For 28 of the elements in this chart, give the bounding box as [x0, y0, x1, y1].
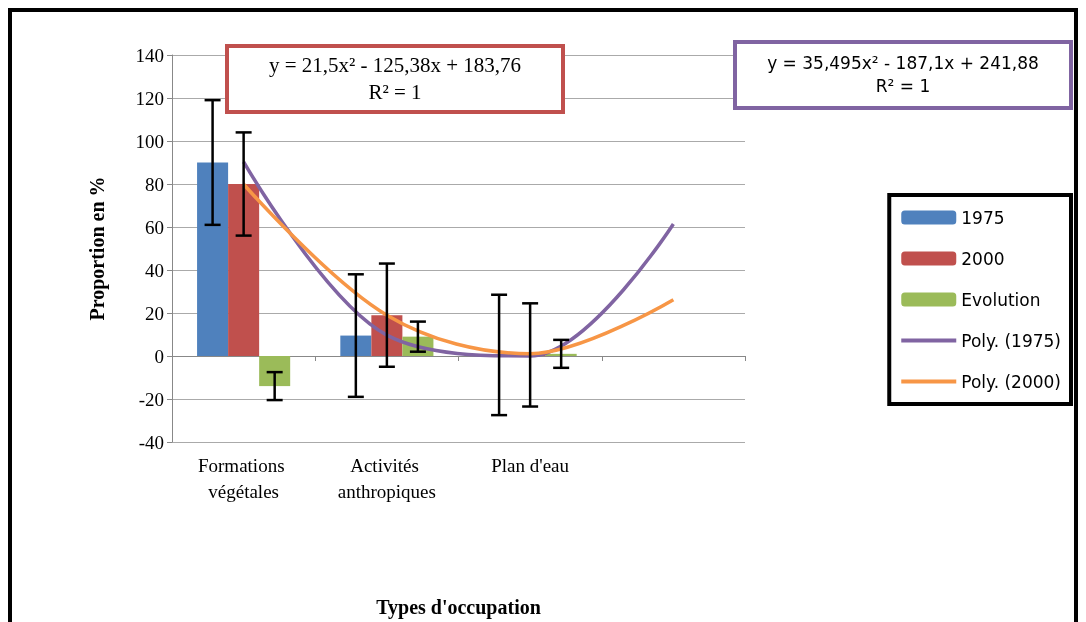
annotation: y = 21,5x² - 125,38x + 183,76 [267, 52, 523, 79]
bar [340, 335, 372, 356]
annotation: R² = 1 [367, 79, 423, 106]
legend-label: 1975 [961, 207, 1005, 228]
legend-label: Poly. (1975) [961, 330, 1062, 351]
bar [259, 356, 291, 387]
y-tick-label: 120 [135, 87, 164, 109]
text-box: y = 21,5x² - 125,38x + 183,76 R² = 1 [225, 44, 565, 114]
y-tick-label: 80 [145, 173, 164, 195]
text-box: y = 35,495x² - 187,1x + 241,88 R² = 1 [733, 40, 1073, 110]
x-tick-label: Formations végétales [197, 454, 290, 502]
y-tick-label: 100 [135, 130, 164, 152]
bar [228, 184, 260, 356]
y-tick-label: -20 [138, 388, 164, 410]
y-tick-label: 40 [145, 259, 164, 281]
x-tick-label: Activités anthropiques [337, 454, 436, 502]
y-tick-label: 0 [154, 345, 164, 367]
x-axis-title: Types d'occupation [376, 596, 541, 619]
bar [197, 162, 229, 356]
y-axis-title: Proportion en % [86, 176, 109, 321]
y-tick-label: 20 [145, 302, 164, 324]
legend-label: 2000 [961, 248, 1005, 269]
y-tick-label: 140 [135, 44, 164, 66]
y-tick-label: -40 [138, 431, 164, 453]
legend-label: Poly. (2000) [961, 371, 1062, 392]
legend-label: Evolution [961, 289, 1041, 310]
y-tick-label: 60 [145, 216, 164, 238]
x-tick-label: Plan d'eau [491, 454, 570, 476]
